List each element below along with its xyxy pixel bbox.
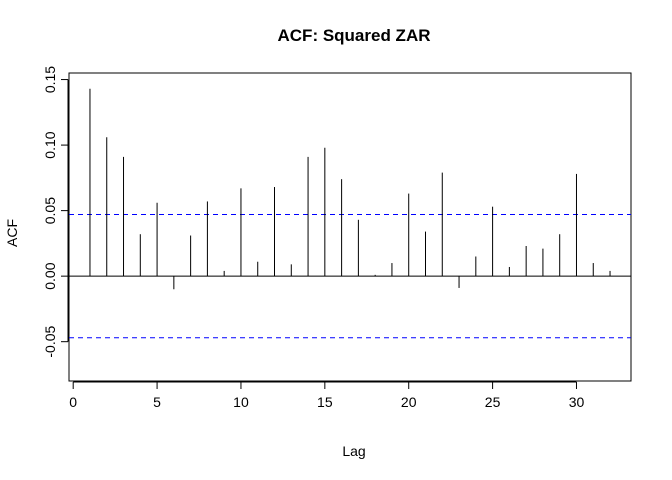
y-tick-label: 0.10 [42, 131, 58, 158]
y-tick-label: 0.00 [42, 262, 58, 289]
x-tick-label: 0 [69, 394, 77, 410]
x-tick-label: 30 [569, 394, 585, 410]
y-axis-label: ACF [4, 219, 20, 247]
x-axis-label: Lag [342, 443, 365, 459]
plot-frame [68, 72, 632, 382]
y-tick-label: -0.05 [42, 326, 58, 358]
x-tick-label: 25 [485, 394, 501, 410]
chart-title: ACF: Squared ZAR [278, 26, 431, 45]
x-tick-label: 10 [233, 394, 249, 410]
x-tick-label: 15 [317, 394, 333, 410]
x-tick-label: 5 [153, 394, 161, 410]
plot-area: 0 5 10 15 20 25 30 -0.05 0.00 0.05 0.10 0.15 [42, 66, 632, 410]
y-tick-label: 0.15 [42, 66, 58, 93]
x-tick-label: 20 [401, 394, 417, 410]
y-tick-label: 0.05 [42, 197, 58, 224]
